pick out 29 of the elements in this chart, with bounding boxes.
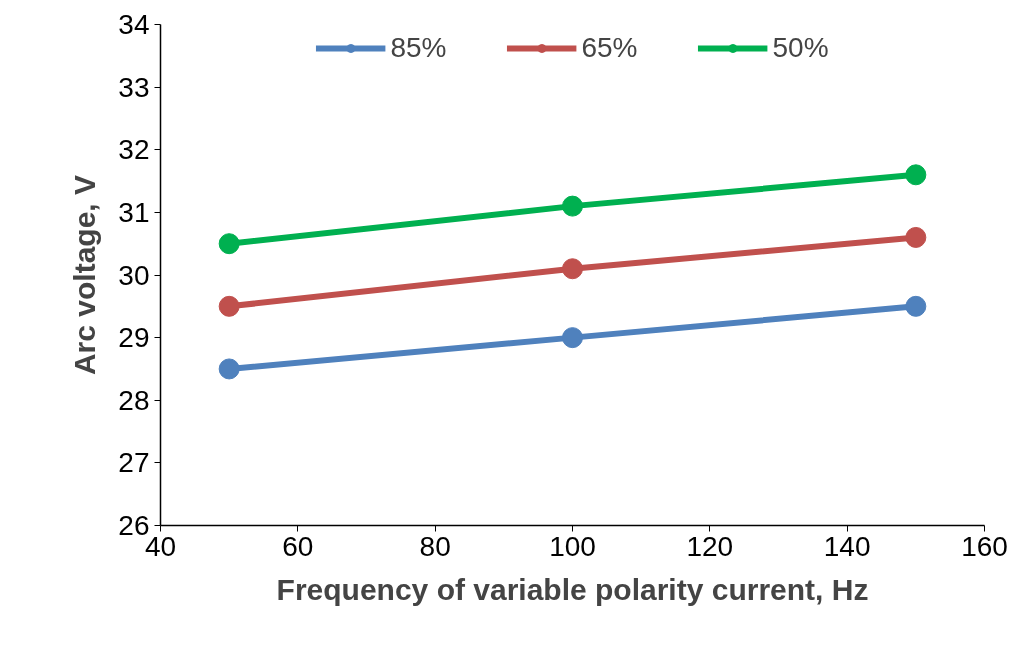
legend-label: 50% <box>772 32 829 64</box>
x-tick-label: 140 <box>823 530 871 562</box>
y-tick-label: 26 <box>118 510 150 541</box>
x-tick-label: 60 <box>282 530 314 562</box>
point <box>218 358 240 380</box>
legend-label: 65% <box>581 32 638 64</box>
x-tick-label: 100 <box>549 530 596 562</box>
point <box>905 164 927 186</box>
x-tick-label: 120 <box>686 530 734 562</box>
y-tick-label: 28 <box>118 384 150 416</box>
y-axis-title: Arc voltage, V <box>68 174 102 376</box>
point <box>562 258 583 280</box>
x-tick-label: 80 <box>419 530 451 562</box>
point <box>905 295 927 317</box>
point <box>218 295 240 317</box>
legend-label: 85% <box>390 32 447 64</box>
y-tick-label: 30 <box>118 259 150 291</box>
point <box>905 226 927 248</box>
y-tick-label: 34 <box>118 9 150 40</box>
point <box>562 195 583 217</box>
y-tick-label: 31 <box>118 196 150 228</box>
y-tick-label: 33 <box>118 71 150 103</box>
x-tick-label: 160 <box>961 530 1008 562</box>
point <box>218 233 240 255</box>
x-axis-title: Frequency of variable polarity current, Hz <box>276 572 869 606</box>
y-tick-label: 32 <box>118 134 150 166</box>
y-tick-label: 29 <box>118 322 150 354</box>
y-tick-label: 27 <box>118 447 150 479</box>
point <box>562 327 583 349</box>
